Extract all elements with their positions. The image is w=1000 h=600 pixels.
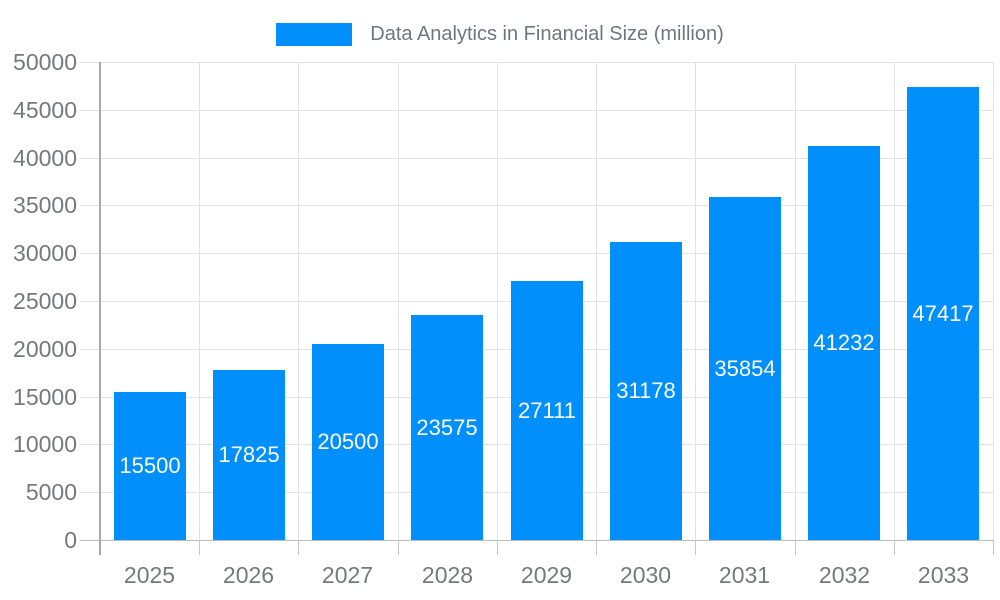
v-gridline	[695, 62, 696, 540]
x-axis-line	[80, 540, 993, 541]
y-axis-label: 50000	[13, 49, 77, 75]
v-gridline	[596, 62, 597, 540]
h-gridline	[80, 205, 993, 206]
x-axis-label: 2026	[222, 562, 275, 588]
legend-label: Data Analytics in Financial Size (millio…	[370, 22, 724, 45]
h-gridline	[80, 158, 993, 159]
v-gridline	[398, 62, 399, 540]
bar[interactable]: 35854	[709, 197, 781, 540]
x-axis-label: 2025	[123, 562, 176, 588]
y-axis-line	[99, 62, 101, 555]
bar[interactable]: 31178	[610, 242, 682, 540]
x-tick	[894, 540, 895, 555]
y-axis-label: 15000	[13, 384, 77, 410]
x-axis-label: 2033	[917, 562, 970, 588]
h-gridline	[80, 62, 993, 63]
v-gridline	[298, 62, 299, 540]
bar[interactable]: 23575	[411, 315, 483, 540]
x-tick	[596, 540, 597, 555]
v-gridline	[497, 62, 498, 540]
x-axis-label: 2031	[718, 562, 771, 588]
x-tick	[497, 540, 498, 555]
bar-value-label: 17825	[218, 442, 280, 467]
y-axis-label: 0	[64, 527, 77, 553]
x-axis-label: 2032	[818, 562, 871, 588]
x-axis-label: 2029	[520, 562, 573, 588]
y-axis-label: 20000	[13, 336, 77, 362]
y-axis-label: 10000	[13, 431, 77, 457]
y-axis-label: 30000	[13, 240, 77, 266]
bar[interactable]: 27111	[511, 281, 583, 540]
y-axis-label: 45000	[13, 97, 77, 123]
v-gridline	[199, 62, 200, 540]
x-tick	[993, 540, 994, 555]
h-gridline	[80, 110, 993, 111]
x-axis-label: 2030	[619, 562, 672, 588]
x-axis-label: 2027	[321, 562, 374, 588]
x-tick	[199, 540, 200, 555]
bar[interactable]: 20500	[312, 344, 384, 540]
v-gridline	[993, 62, 994, 540]
bar-value-label: 31178	[616, 378, 676, 403]
bar-value-label: 27111	[518, 397, 576, 423]
bar-value-label: 15500	[119, 453, 181, 478]
bar[interactable]: 17825	[213, 370, 285, 540]
x-tick	[398, 540, 399, 555]
bar-value-label: 35854	[714, 355, 776, 381]
y-axis-label: 5000	[25, 479, 77, 505]
legend[interactable]: Data Analytics in Financial Size (millio…	[0, 20, 1000, 48]
bar-value-label: 47417	[912, 300, 974, 326]
bar[interactable]: 15500	[114, 392, 186, 540]
legend-swatch-icon	[276, 22, 353, 46]
y-axis-label: 35000	[13, 192, 77, 218]
bar-value-label: 20500	[317, 429, 379, 454]
x-axis-label: 2028	[421, 562, 474, 588]
x-tick	[695, 540, 696, 555]
x-tick	[298, 540, 299, 555]
bar-value-label: 41232	[813, 330, 875, 355]
x-tick	[795, 540, 796, 555]
v-gridline	[795, 62, 796, 540]
bar[interactable]: 41232	[808, 146, 880, 540]
y-axis-label: 40000	[13, 145, 77, 171]
y-axis-label: 25000	[13, 288, 77, 314]
h-gridline	[80, 253, 993, 254]
v-gridline	[894, 62, 895, 540]
bar-value-label: 23575	[416, 414, 478, 440]
bar[interactable]: 47417	[907, 87, 979, 540]
